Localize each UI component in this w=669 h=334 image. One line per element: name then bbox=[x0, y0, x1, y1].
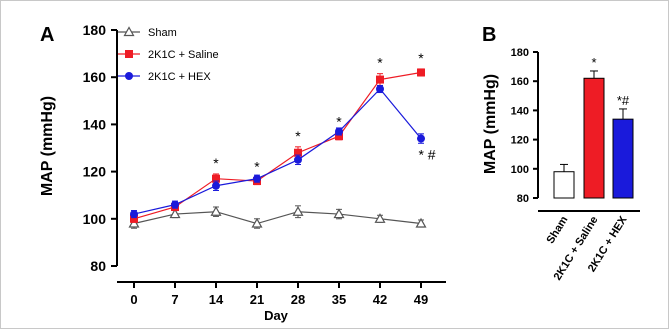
data-point bbox=[335, 127, 343, 136]
data-point bbox=[294, 148, 302, 157]
data-point bbox=[376, 85, 384, 93]
y-tick-label: 180 bbox=[83, 22, 107, 38]
data-point bbox=[212, 174, 220, 183]
y-tick-label: 140 bbox=[511, 105, 529, 117]
significance-label: * bbox=[254, 159, 260, 175]
legend-marker bbox=[125, 50, 133, 58]
significance-label: * bbox=[591, 55, 596, 70]
significance-label: * bbox=[377, 55, 383, 71]
x-tick-label: 14 bbox=[209, 292, 224, 307]
y-tick-label: 100 bbox=[83, 211, 107, 227]
y-tick-label: 160 bbox=[83, 69, 107, 85]
data-point bbox=[417, 68, 425, 77]
y-tick-label: 80 bbox=[517, 193, 529, 205]
data-point bbox=[210, 205, 222, 216]
data-point bbox=[251, 217, 263, 228]
panel-a-label: A bbox=[40, 24, 54, 46]
x-tick-label: 28 bbox=[291, 292, 305, 307]
y-tick-label: 120 bbox=[83, 164, 107, 180]
significance-label: * # bbox=[418, 146, 435, 162]
series-2: * # bbox=[130, 84, 436, 219]
bar bbox=[583, 77, 605, 199]
panel-a: A MAP (mmHg) Day 80 100 120 140 160 180 0 7 14 21… bbox=[39, 22, 446, 323]
panel-b-label: B bbox=[482, 24, 496, 46]
data-point bbox=[171, 200, 179, 209]
series-line bbox=[133, 71, 422, 220]
y-tick-label: 160 bbox=[511, 76, 529, 88]
significance-label: * bbox=[336, 114, 342, 130]
legend-label: 2K1C + Saline bbox=[148, 49, 219, 61]
panel-a-x-axis-title: Day bbox=[264, 308, 289, 323]
x-tick-label: 49 bbox=[414, 292, 428, 307]
data-point bbox=[130, 210, 138, 219]
y-tick-label: 100 bbox=[511, 164, 529, 176]
x-tick-label: 0 bbox=[130, 292, 137, 307]
data-point bbox=[128, 217, 140, 228]
x-tick-label: 7 bbox=[171, 292, 178, 307]
y-tick-label: 120 bbox=[511, 135, 529, 147]
data-point bbox=[253, 174, 261, 183]
data-point bbox=[374, 213, 386, 223]
panel-a-y-axis-title: MAP (mmHg) bbox=[39, 96, 56, 196]
data-point bbox=[376, 75, 384, 84]
x-tick-label: 42 bbox=[373, 292, 387, 307]
data-point bbox=[333, 208, 345, 219]
series-line bbox=[133, 88, 422, 215]
legend-marker bbox=[125, 72, 133, 80]
data-point bbox=[130, 214, 138, 223]
significance-label: * bbox=[213, 155, 219, 171]
y-tick-label: 140 bbox=[83, 116, 107, 132]
bar bbox=[612, 118, 634, 199]
series-0 bbox=[128, 205, 427, 229]
data-point bbox=[417, 134, 425, 143]
significance-label: *# bbox=[617, 93, 630, 108]
legend-label: 2K1C + HEX bbox=[148, 71, 211, 83]
y-tick-label: 80 bbox=[90, 258, 106, 274]
panel-b-y-axis-title: MAP (mmHg) bbox=[482, 74, 499, 174]
data-point bbox=[335, 132, 343, 141]
data-point bbox=[169, 208, 181, 219]
significance-label: * bbox=[295, 128, 301, 144]
x-tick-label: 21 bbox=[250, 292, 264, 307]
y-tick-label: 180 bbox=[511, 47, 529, 59]
data-point bbox=[294, 155, 302, 164]
legend-label: Sham bbox=[148, 27, 177, 39]
series-line bbox=[133, 211, 422, 225]
data-point bbox=[415, 217, 427, 228]
legend-marker bbox=[123, 26, 135, 37]
x-tick-label: 35 bbox=[332, 292, 346, 307]
bar bbox=[553, 171, 575, 199]
data-point bbox=[212, 181, 220, 190]
data-point bbox=[292, 205, 304, 216]
significance-label: * bbox=[418, 50, 424, 66]
